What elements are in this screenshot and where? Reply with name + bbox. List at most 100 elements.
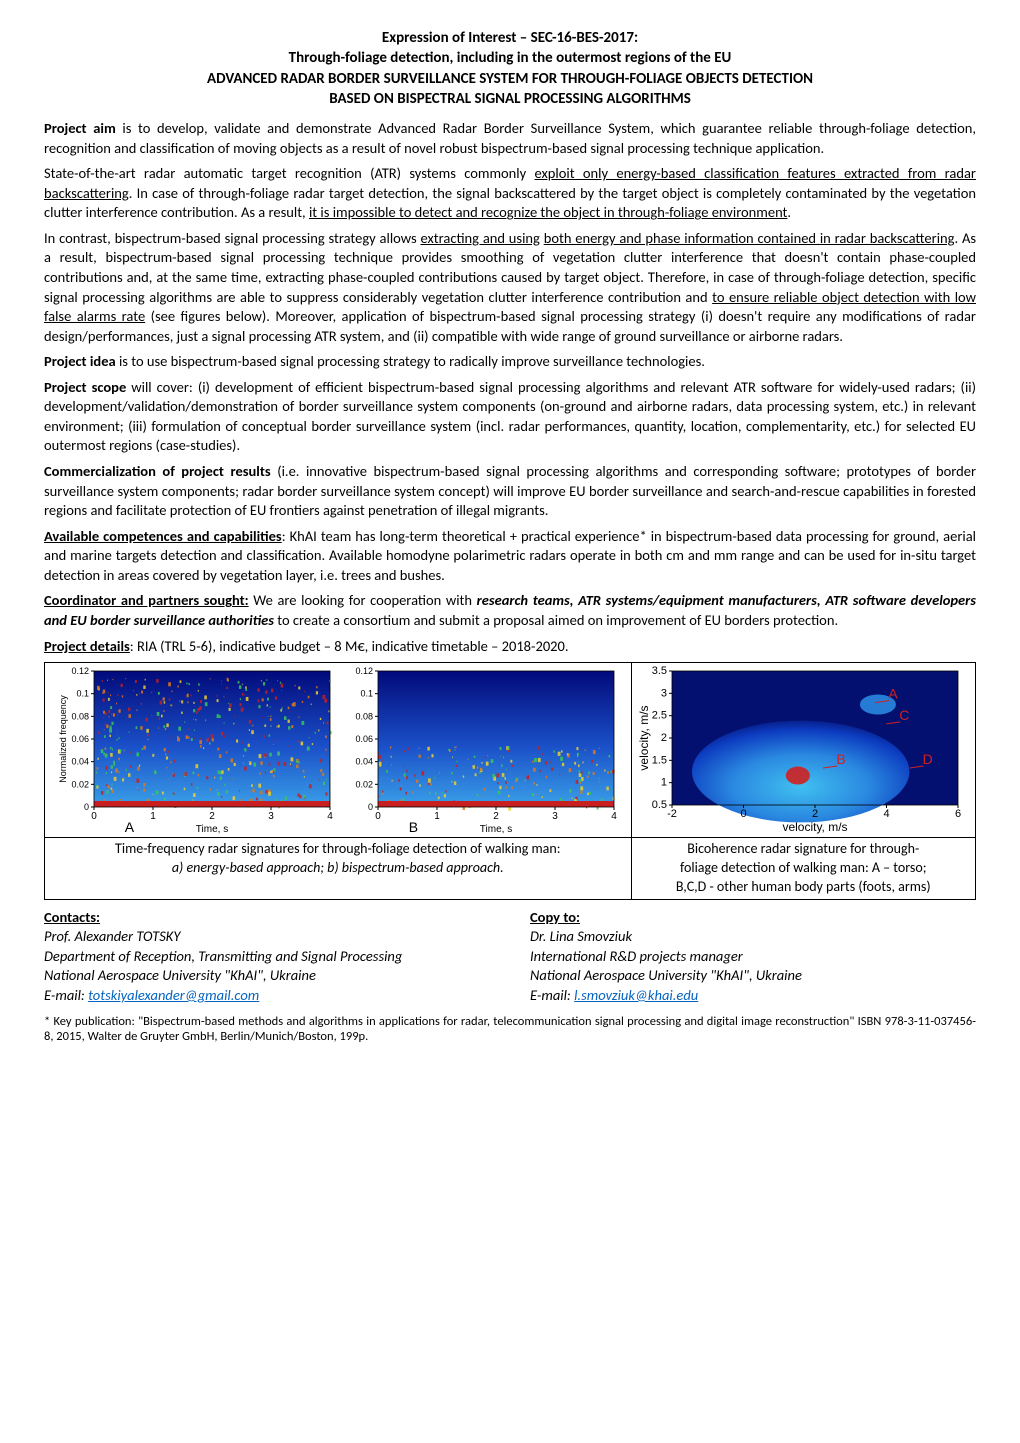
lead-project-details: Project details bbox=[44, 637, 130, 655]
svg-text:4: 4 bbox=[611, 811, 617, 822]
contact-name: Dr. Lina Smovziuk bbox=[530, 927, 976, 947]
svg-text:0: 0 bbox=[375, 811, 381, 822]
figure-table: 0123400.020.040.060.080.10.12Time, sANor… bbox=[44, 662, 976, 900]
spectrogram-a: 0123400.020.040.060.080.10.12Time, sANor… bbox=[56, 665, 336, 835]
svg-text:A: A bbox=[888, 686, 898, 702]
svg-text:0.04: 0.04 bbox=[355, 757, 373, 767]
svg-text:0.02: 0.02 bbox=[71, 779, 89, 789]
lead-commercialization: Commercialization of project results bbox=[44, 462, 271, 480]
svg-text:0.12: 0.12 bbox=[355, 666, 373, 676]
text: is to use bispectrum-based signal proces… bbox=[116, 352, 705, 370]
svg-text:0.08: 0.08 bbox=[355, 711, 373, 721]
lead-project-idea: Project idea bbox=[44, 352, 116, 370]
caption-text: Time-frequency radar signatures for thro… bbox=[115, 840, 560, 857]
svg-text:2.5: 2.5 bbox=[651, 710, 666, 722]
contact-role: International R&D projects manager bbox=[530, 947, 976, 967]
paragraph-coordinator: Coordinator and partners sought: We are … bbox=[44, 591, 976, 630]
title-line-1: Expression of Interest – SEC-16-BES-2017… bbox=[44, 28, 976, 48]
caption-right: Bicoherence radar signature for through-… bbox=[631, 838, 975, 900]
paragraph-commercialization: Commercialization of project results (i.… bbox=[44, 462, 976, 521]
svg-text:4: 4 bbox=[883, 808, 889, 820]
lead-project-aim: Project aim bbox=[44, 119, 116, 137]
lead-project-scope: Project scope bbox=[44, 378, 126, 396]
email-link[interactable]: l.smovziuk@khai.edu bbox=[574, 986, 698, 1004]
svg-text:0: 0 bbox=[368, 802, 373, 812]
paragraph-bispectrum-contrast: In contrast, bispectrum-based signal pro… bbox=[44, 229, 976, 346]
svg-text:Time, s: Time, s bbox=[196, 824, 228, 835]
spectrogram-b: 0 1 2 3 4 0 0.02 0.04 0.06 0.08 0.1 0.12 Time, s B bbox=[340, 665, 620, 835]
svg-text:velocity, m/s: velocity, m/s bbox=[782, 820, 847, 834]
svg-text:0.08: 0.08 bbox=[71, 711, 89, 721]
svg-text:1: 1 bbox=[660, 777, 666, 789]
copyto-heading: Copy to: bbox=[530, 908, 976, 928]
text: State-of-the-art radar automatic target … bbox=[44, 164, 535, 182]
figure-cell-bicoherence: ACBD-202460.511.522.533.5velocity, m/sve… bbox=[631, 663, 975, 838]
lead-coordinator: Coordinator and partners sought: bbox=[44, 591, 249, 609]
text: will cover: (i) development of efficient… bbox=[44, 378, 976, 455]
svg-text:0.06: 0.06 bbox=[355, 734, 373, 744]
caption-text: foliage detection of walking man: A – to… bbox=[680, 859, 927, 876]
title-line-4: BASED ON BISPECTRAL SIGNAL PROCESSING AL… bbox=[44, 89, 976, 109]
text: In contrast, bispectrum-based signal pro… bbox=[44, 229, 420, 247]
svg-text:2: 2 bbox=[493, 811, 499, 822]
svg-text:4: 4 bbox=[327, 811, 333, 822]
caption-text: B,C,D - other human body parts (foots, a… bbox=[676, 878, 931, 895]
text: We are looking for cooperation with bbox=[249, 591, 477, 609]
svg-text:2: 2 bbox=[209, 811, 215, 822]
svg-text:A: A bbox=[124, 819, 134, 835]
svg-text:3: 3 bbox=[552, 811, 558, 822]
underline-span: extracting and using bbox=[420, 229, 539, 247]
svg-text:0.02: 0.02 bbox=[355, 779, 373, 789]
svg-text:Time, s: Time, s bbox=[480, 824, 512, 835]
svg-text:0: 0 bbox=[91, 811, 97, 822]
email-link[interactable]: totskiyalexander@gmail.com bbox=[88, 986, 259, 1004]
caption-text: Bicoherence radar signature for through- bbox=[687, 840, 919, 857]
svg-text:D: D bbox=[922, 751, 932, 767]
svg-text:0.04: 0.04 bbox=[71, 757, 89, 767]
svg-text:Normalized frequency: Normalized frequency bbox=[58, 695, 68, 783]
svg-text:B: B bbox=[836, 751, 845, 767]
svg-text:0.1: 0.1 bbox=[360, 689, 373, 699]
text: is to develop, validate and demonstrate … bbox=[44, 119, 976, 157]
caption-left: Time-frequency radar signatures for thro… bbox=[45, 838, 632, 900]
contact-dept: Department of Reception, Transmitting an… bbox=[44, 947, 490, 967]
svg-text:velocity, m/s: velocity, m/s bbox=[637, 706, 651, 771]
svg-text:0: 0 bbox=[740, 808, 746, 820]
svg-text:0.5: 0.5 bbox=[651, 799, 666, 811]
svg-text:0.12: 0.12 bbox=[71, 666, 89, 676]
svg-text:3: 3 bbox=[660, 687, 666, 699]
contacts-right: Copy to: Dr. Lina Smovziuk International… bbox=[530, 908, 976, 1006]
contacts-left: Contacts: Prof. Alexander TOTSKY Departm… bbox=[44, 908, 490, 1006]
svg-text:2: 2 bbox=[660, 732, 666, 744]
svg-text:B: B bbox=[408, 819, 417, 835]
paragraph-project-idea: Project idea is to use bispectrum-based … bbox=[44, 352, 976, 372]
svg-text:0.06: 0.06 bbox=[71, 734, 89, 744]
text: . bbox=[787, 203, 791, 221]
svg-text:-2: -2 bbox=[667, 808, 677, 820]
caption-text-italic: a) energy-based approach; b) bispectrum-… bbox=[172, 859, 504, 876]
document-title-block: Expression of Interest – SEC-16-BES-2017… bbox=[44, 28, 976, 109]
svg-text:1: 1 bbox=[150, 811, 156, 822]
underline-span: it is impossible to detect and recognize… bbox=[309, 203, 787, 221]
svg-text:6: 6 bbox=[954, 808, 960, 820]
bicoherence-plot: ACBD-202460.511.522.533.5velocity, m/sve… bbox=[636, 665, 966, 835]
title-line-2: Through-foliage detection, including in … bbox=[44, 48, 976, 68]
svg-text:3: 3 bbox=[268, 811, 274, 822]
contact-email-line: E-mail: totskiyalexander@gmail.com bbox=[44, 986, 490, 1006]
contacts-section: Contacts: Prof. Alexander TOTSKY Departm… bbox=[44, 908, 976, 1006]
text: : RIA (TRL 5-6), indicative budget – 8 M… bbox=[130, 637, 569, 655]
contact-affiliation: National Aerospace University "KhAI", Uk… bbox=[44, 966, 490, 986]
text: (see figures below). Moreover, applicati… bbox=[44, 307, 976, 345]
svg-text:2: 2 bbox=[811, 808, 817, 820]
svg-text:C: C bbox=[899, 707, 909, 723]
contact-email-line: E-mail: l.smovziuk@khai.edu bbox=[530, 986, 976, 1006]
contacts-heading: Contacts: bbox=[44, 908, 490, 928]
footnote: * Key publication: "Bispectrum-based met… bbox=[44, 1014, 976, 1045]
paragraph-competences: Available competences and capabilities: … bbox=[44, 527, 976, 586]
svg-text:1.5: 1.5 bbox=[651, 754, 666, 766]
figure-cell-spectrograms: 0123400.020.040.060.080.10.12Time, sANor… bbox=[45, 663, 632, 838]
svg-text:0.1: 0.1 bbox=[76, 689, 89, 699]
paragraph-state-of-the-art: State-of-the-art radar automatic target … bbox=[44, 164, 976, 223]
svg-text:1: 1 bbox=[434, 811, 440, 822]
paragraph-project-scope: Project scope will cover: (i) developmen… bbox=[44, 378, 976, 456]
